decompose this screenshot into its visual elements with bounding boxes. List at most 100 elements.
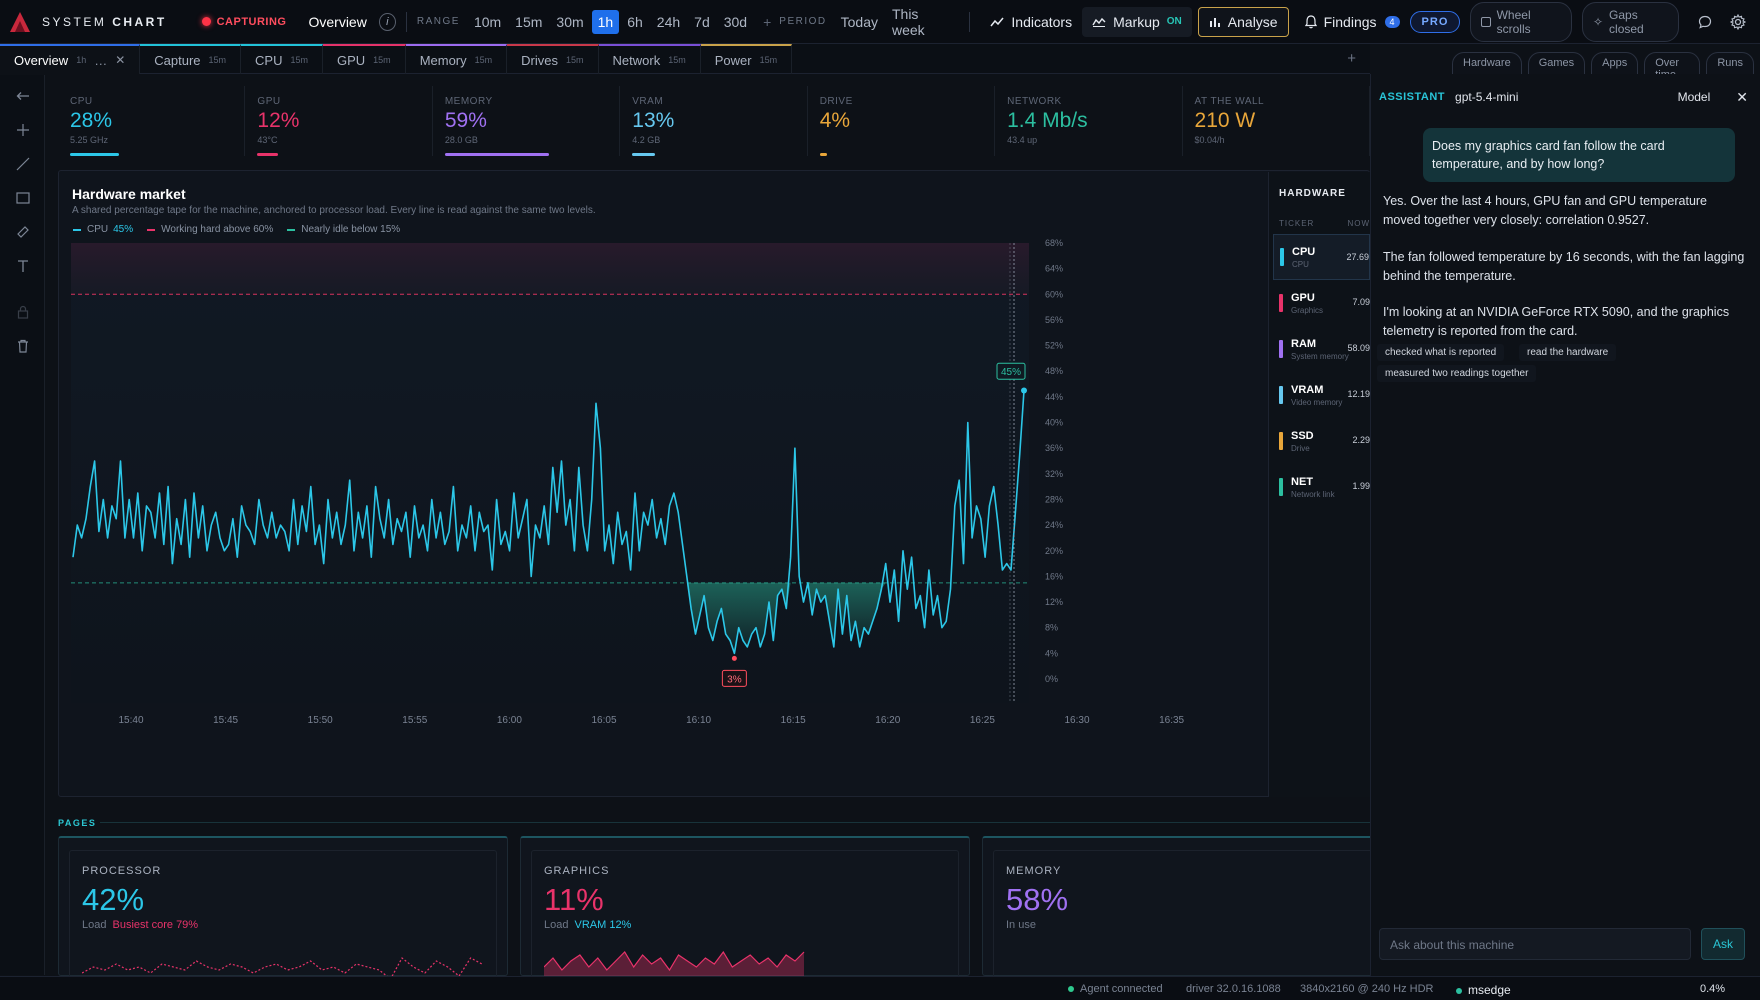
status-bar: Agent connected driver 32.0.16.1088 3840… (0, 976, 1760, 1000)
tool-chip-reported[interactable]: checked what is reported (1377, 344, 1505, 361)
pages-label: PAGES (58, 818, 97, 828)
text-tool-icon[interactable] (0, 249, 45, 283)
y-tick-label: 12% (1045, 597, 1063, 607)
tab-gpu[interactable]: GPU 15m (323, 44, 406, 74)
ticker-gpu[interactable]: GPU Graphics 7.09 (1269, 280, 1370, 326)
close-icon[interactable]: ✕ (1736, 88, 1748, 105)
ticker-ssd[interactable]: SSD Drive 2.29 (1269, 418, 1370, 464)
tab-memory[interactable]: Memory 15m (405, 44, 508, 74)
ticker-ram[interactable]: RAM System memory 58.09 (1269, 326, 1370, 372)
hardware-market-chart[interactable]: 68% 64% 60% 56% 52% 48% 44% 40% 36% 32% 28% 24% 20% 1… (59, 171, 1267, 798)
ticker-desc: System memory (1291, 351, 1349, 361)
range-15m[interactable]: 15m (515, 13, 543, 30)
tab-overview[interactable]: Overview 1h … ✕ (0, 44, 141, 74)
page-card-graphics[interactable]: GRAPHICS 11% Load VRAM 12% (520, 836, 970, 991)
assistant-reply-3: I'm looking at an NVIDIA GeForce RTX 509… (1383, 305, 1730, 338)
trend-line-icon[interactable] (0, 147, 45, 181)
ask-button[interactable]: Ask (1701, 928, 1745, 960)
metric-drive[interactable]: DRIVE 4% (808, 86, 996, 156)
tab-drives[interactable]: Drives 15m (507, 44, 599, 74)
ticker-name: SSD (1291, 429, 1314, 442)
markup-label: Markup (1113, 13, 1160, 30)
metric-label: CPU (70, 96, 93, 107)
logo[interactable]: SYSTEM CHART (8, 10, 182, 34)
col-ticker: TICKER (1279, 219, 1315, 228)
page-card-sub: Load VRAM 12% (544, 919, 946, 931)
add-tab-button[interactable]: + (1347, 50, 1356, 67)
indicators-button[interactable]: Indicators (980, 7, 1082, 37)
range-30m[interactable]: 30m (556, 13, 584, 30)
findings-label: Findings (1323, 13, 1377, 30)
metric-sub: 28.0 GB (444, 135, 478, 145)
ticker-name: RAM (1291, 337, 1317, 350)
tab-power[interactable]: Power 15m (700, 44, 793, 74)
minimum-tag (721, 669, 747, 687)
crosshair-icon[interactable] (0, 113, 45, 147)
range-30d[interactable]: 30d (723, 13, 748, 30)
range-1h[interactable]: 1h (591, 9, 620, 34)
trash-icon[interactable] (0, 329, 45, 363)
metric-gpu[interactable]: GPU 12% 43°C (245, 86, 433, 156)
chat-icon[interactable] (1691, 7, 1718, 37)
rectangle-icon[interactable] (0, 181, 45, 215)
add-range-icon[interactable]: + (763, 13, 772, 30)
period-this-week[interactable]: This week (891, 5, 925, 38)
range-7d[interactable]: 7d (694, 13, 710, 30)
ask-input[interactable]: Ask about this machine (1379, 928, 1691, 960)
idle-zone-fill (686, 582, 791, 654)
model-button[interactable]: Model (1677, 90, 1711, 104)
tab-capture[interactable]: Capture 15m (140, 44, 242, 74)
ruler-icon[interactable] (0, 215, 45, 249)
metric-network[interactable]: NETWORK 1.4 Mb/s 43.4 up (995, 86, 1183, 156)
metric-memory[interactable]: MEMORY 59% 28.0 GB (433, 86, 621, 156)
period-label: PERIOD (779, 16, 827, 27)
page-card-memory[interactable]: MEMORY 58% In use (982, 836, 1432, 990)
tab-label: Overview (14, 52, 69, 68)
assistant-tag: ASSISTANT (1379, 91, 1446, 103)
ticker-cpu[interactable]: CPU CPU 27.69 (1273, 234, 1370, 280)
capturing-indicator[interactable]: CAPTURING (201, 16, 287, 28)
tool-chip-hardware[interactable]: read the hardware (1519, 344, 1617, 361)
ticker-text: RAM System memory (1291, 338, 1349, 361)
ticker-vram[interactable]: VRAM Video memory 12.19 (1269, 372, 1370, 418)
gaps-closed-toggle[interactable]: ✧ Gaps closed (1581, 1, 1680, 42)
tab-label: Drives (521, 52, 558, 68)
hardware-columns: TICKER NOW (1269, 199, 1370, 228)
y-tick-label: 32% (1045, 469, 1063, 479)
ticker-swatch (1279, 294, 1283, 312)
metric-cpu[interactable]: CPU 28% 5.25 GHz (58, 86, 246, 156)
markup-toggle[interactable]: Markup ON (1082, 6, 1192, 37)
range-10m[interactable]: 10m (473, 13, 502, 30)
analyse-button[interactable]: Analyse (1197, 6, 1289, 37)
more-icon[interactable]: … (94, 52, 108, 68)
wheel-scrolls-label: Wheel scrolls (1496, 7, 1531, 36)
y-tick-label: 44% (1045, 392, 1063, 402)
metric-vram[interactable]: VRAM 13% 4.2 GB (620, 86, 808, 156)
ticker-net[interactable]: NET Network link 1.99 (1269, 464, 1370, 510)
back-arrow-icon[interactable] (0, 79, 45, 113)
legend-working-hard[interactable]: Working hard above 60% (147, 224, 273, 235)
tool-chip-readings[interactable]: measured two readings together (1377, 365, 1537, 382)
range-6h[interactable]: 6h (627, 13, 643, 30)
range-24h[interactable]: 24h (656, 13, 681, 30)
metric-at-the-wall[interactable]: AT THE WALL 210 W $0.04/h (1183, 86, 1370, 156)
legend-cpu[interactable]: CPU 45% (73, 224, 133, 235)
close-tab-icon[interactable]: ✕ (115, 53, 126, 67)
tab-cpu[interactable]: CPU 15m (241, 44, 323, 74)
metric-value: 59% (444, 109, 487, 132)
info-icon[interactable]: i (378, 12, 396, 31)
period-today[interactable]: Today (840, 13, 878, 30)
findings-button[interactable]: Findings 4 (1295, 7, 1410, 37)
top-toolbar: SYSTEM CHART CAPTURING Overview i RANGE … (0, 0, 1760, 44)
tab-network[interactable]: Network 15m (598, 44, 701, 74)
settings-gear-icon[interactable] (1725, 7, 1752, 37)
pro-badge[interactable]: PRO (1409, 10, 1461, 33)
wheel-scrolls-toggle[interactable]: Wheel scrolls (1470, 1, 1572, 42)
lock-icon[interactable] (0, 295, 45, 329)
cpu-series-line[interactable] (72, 390, 1025, 655)
page-card-processor[interactable]: PROCESSOR 42% Load Busiest core 79% (58, 836, 508, 990)
y-tick-label: 60% (1045, 289, 1063, 299)
assistant-panel: ASSISTANT gpt-5.4-mini Model ✕ Does my g… (1370, 74, 1760, 978)
legend-nearly-idle[interactable]: Nearly idle below 15% (287, 224, 400, 235)
metric-value: 210 W (1194, 109, 1256, 132)
